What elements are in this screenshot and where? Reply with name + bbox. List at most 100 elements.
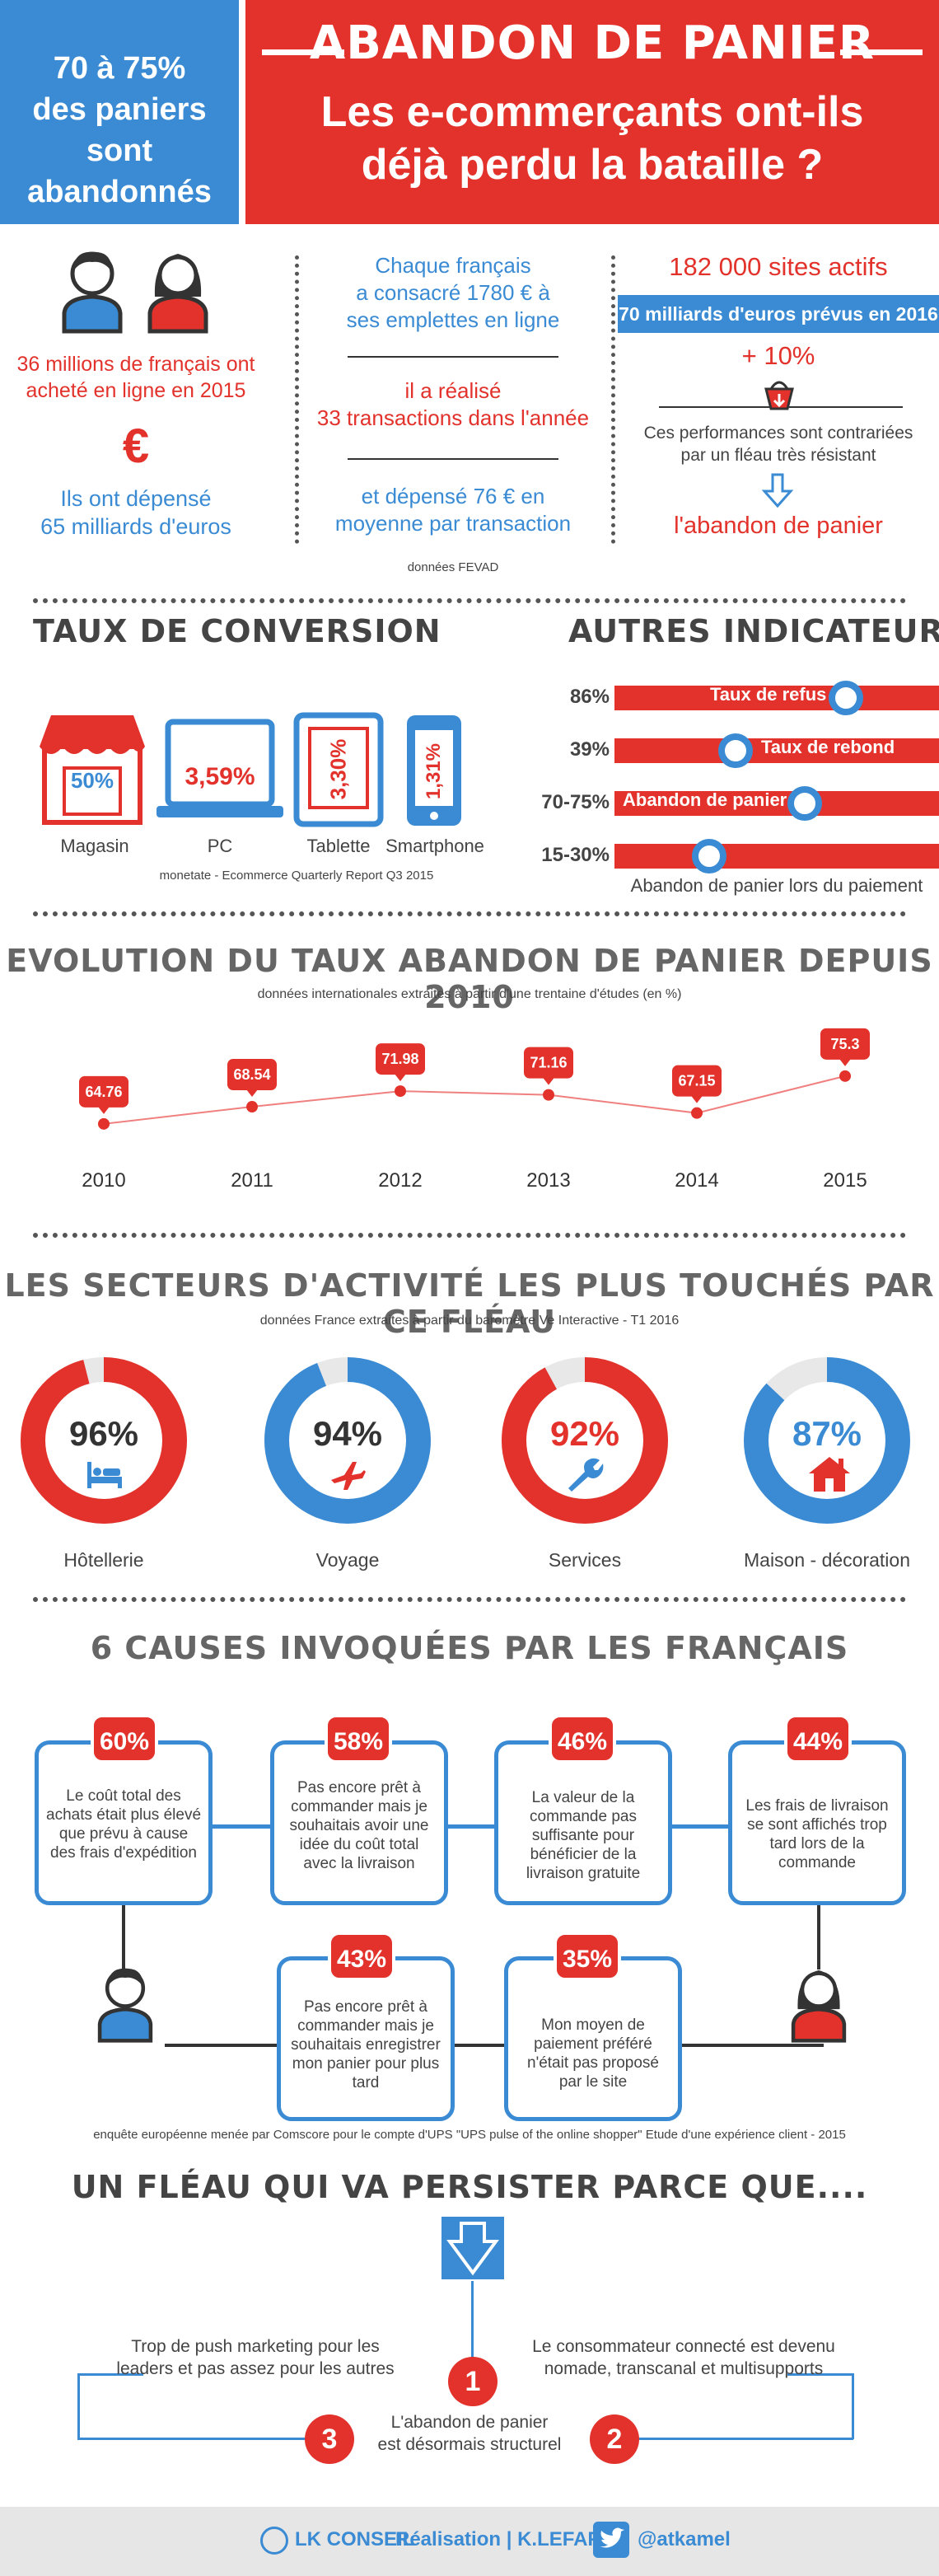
arrow-down-icon xyxy=(761,473,794,513)
data-label: 68.54 xyxy=(233,1066,270,1083)
persist-line-left xyxy=(77,2373,80,2439)
stat-col2-line4: il a réalisé xyxy=(404,378,502,403)
indicators-title: AUTRES INDICATEURS CLÉS xyxy=(568,613,939,649)
tablet-icon xyxy=(293,712,384,831)
persist-text-3-line1: Trop de push marketing pour les xyxy=(131,2337,380,2356)
data-label: 71.16 xyxy=(530,1055,567,1071)
footer xyxy=(0,2507,939,2576)
indicator-value-refus: 86% xyxy=(569,686,610,708)
persist-text-3: Trop de push marketing pour les leaders … xyxy=(91,2335,420,2380)
conversion-label-smartphone: Smartphone xyxy=(385,836,484,856)
stat-col2-line1: Chaque français xyxy=(375,253,531,278)
causes-source: enquête européenne menée par Comscore po… xyxy=(93,2128,846,2142)
stat-col2-line7: moyenne par transaction xyxy=(334,511,572,536)
euro-icon: € xyxy=(122,419,150,473)
data-label-bg xyxy=(820,1028,870,1060)
source-fevad: données FEVAD xyxy=(407,560,499,574)
pc-icon xyxy=(156,719,283,830)
persist-num-2: 2 xyxy=(590,2414,639,2464)
cause-text-1: Le coût total des achats était plus élev… xyxy=(46,1787,202,1862)
sector-value-voyage: 94% xyxy=(312,1414,383,1453)
conversion-label-store: Magasin xyxy=(60,836,129,856)
cause-badge-4: 44% xyxy=(784,1714,852,1763)
indicator-knob-refus xyxy=(829,681,863,715)
data-label-pointer xyxy=(839,1058,851,1066)
indicator-bar-abandon xyxy=(614,791,939,816)
persist-text-1-line1: L'abandon de panier xyxy=(390,2413,549,2432)
user-female-icon-causes xyxy=(786,1961,852,2048)
indicator-knob-rebond xyxy=(718,733,753,768)
data-label-bg xyxy=(376,1043,425,1075)
sector-value-maison: 87% xyxy=(792,1414,862,1453)
header-left-text: 70 à 75% des paniers sont abandonnés xyxy=(0,48,239,213)
stat-abandon: l'abandon de panier xyxy=(674,513,883,539)
persist-text-2-line2: nomade, transcanal et multisupports xyxy=(544,2359,824,2378)
smartphone-icon xyxy=(404,712,465,833)
persist-text-2: Le consommateur connecté est devenu noma… xyxy=(511,2335,857,2380)
forecast-banner: 70 milliards d'euros prévus en 2016 xyxy=(618,295,939,333)
sectors-donuts xyxy=(21,1357,910,1524)
data-label-pointer xyxy=(691,1095,703,1103)
conversion-label-pc: PC xyxy=(207,836,233,856)
cause-badge-6: 35% xyxy=(554,1932,621,1981)
data-label: 67.15 xyxy=(678,1073,715,1089)
persist-num-3: 3 xyxy=(305,2414,354,2464)
stat-col3-line3: par un fléau très résistant xyxy=(680,446,876,465)
data-point xyxy=(98,1117,110,1130)
sector-label-voyage: Voyage xyxy=(315,1549,380,1571)
stat-spent: Ils ont dépensé 65 milliards d'euros xyxy=(16,485,255,541)
user-male-icon-causes xyxy=(92,1961,158,2048)
indicator-value-rebond: 39% xyxy=(569,738,610,761)
subtitle-line2: déjà perdu la bataille ? xyxy=(361,141,824,189)
persist-line-left-bottom xyxy=(77,2438,316,2440)
stat-per-person: Chaque français a consacré 1780 € à ses … xyxy=(313,252,593,334)
cause-card-5 xyxy=(277,1956,455,2121)
indicator-bar-rebond xyxy=(614,738,939,763)
plane-icon xyxy=(328,1455,367,1499)
x-tick-label: 2013 xyxy=(526,1169,570,1192)
page-subtitle: Les e-commerçants ont-ils déjà perdu la … xyxy=(245,86,939,191)
section-divider-2 xyxy=(33,911,906,916)
conversion-value-store: 50% xyxy=(70,768,114,793)
conversion-source: monetate - Ecommerce Quarterly Report Q3… xyxy=(159,869,434,883)
footer-credit: Réalisation | K.LEFAFTA xyxy=(395,2528,625,2550)
persist-text-2-line1: Le consommateur connecté est devenu xyxy=(532,2337,835,2356)
data-point xyxy=(839,1070,851,1082)
twitter-icon[interactable] xyxy=(593,2522,629,2558)
evolution-chart: 64.76 2010 68.54 2011 71.98 2012 71.16 2013 67.1… xyxy=(79,1028,870,1192)
data-label: 64.76 xyxy=(85,1084,122,1100)
house-icon xyxy=(807,1454,852,1497)
x-tick-label: 2011 xyxy=(231,1169,273,1192)
subtitle-line1: Les e-commerçants ont-ils xyxy=(320,88,864,136)
data-point xyxy=(395,1085,406,1098)
footer-twitter[interactable]: @atkamel xyxy=(638,2528,731,2550)
data-label-bg xyxy=(524,1047,573,1079)
header-left-line1: 70 à 75% xyxy=(53,51,186,86)
indicator-label-paiement: Abandon de panier lors du paiement xyxy=(630,875,923,896)
cause-card-4 xyxy=(728,1740,906,1905)
x-tick-label: 2010 xyxy=(82,1169,125,1192)
divider-col2-a xyxy=(348,356,558,358)
sector-value-hotel: 96% xyxy=(68,1414,139,1453)
x-tick-label: 2015 xyxy=(823,1169,867,1192)
stat-col1-line1: 36 millions de français ont xyxy=(16,353,255,376)
cause-text-4: Les frais de livraison se sont affichés … xyxy=(745,1797,889,1871)
data-point xyxy=(691,1107,703,1119)
stat-col1-line3: Ils ont dépensé xyxy=(60,486,212,511)
persist-title: UN FLÉAU QUI VA PERSISTER PARCE QUE.... xyxy=(71,2169,868,2205)
data-label-bg xyxy=(227,1059,277,1091)
persist-text-1: L'abandon de panier est désormais struct… xyxy=(346,2411,593,2456)
sectors-title: LES SECTEURS D'ACTIVITÉ LES PLUS TOUCHÉS… xyxy=(4,1267,935,1340)
persist-line-right-top xyxy=(787,2373,853,2376)
brand-logo-icon xyxy=(260,2527,288,2555)
data-label-pointer xyxy=(395,1074,406,1082)
cause-text-5: Pas encore prêt à commander mais je souh… xyxy=(291,1998,441,2091)
cause-text-3: La valeur de la commande pas suffisante … xyxy=(526,1789,641,1882)
persist-line-right xyxy=(852,2373,854,2439)
evolution-title: EVOLUTION DU TAUX ABANDON DE PANIER DEPU… xyxy=(6,943,933,1015)
evolution-subtitle: données internationales extraites à part… xyxy=(257,987,682,1001)
cause-text-2: Pas encore prêt à commander mais je souh… xyxy=(289,1779,429,1872)
data-label-pointer xyxy=(98,1106,110,1114)
conversion-label-tablet: Tablette xyxy=(306,836,371,856)
stat-col3-line2: Ces performances sont contrariées xyxy=(643,424,913,443)
